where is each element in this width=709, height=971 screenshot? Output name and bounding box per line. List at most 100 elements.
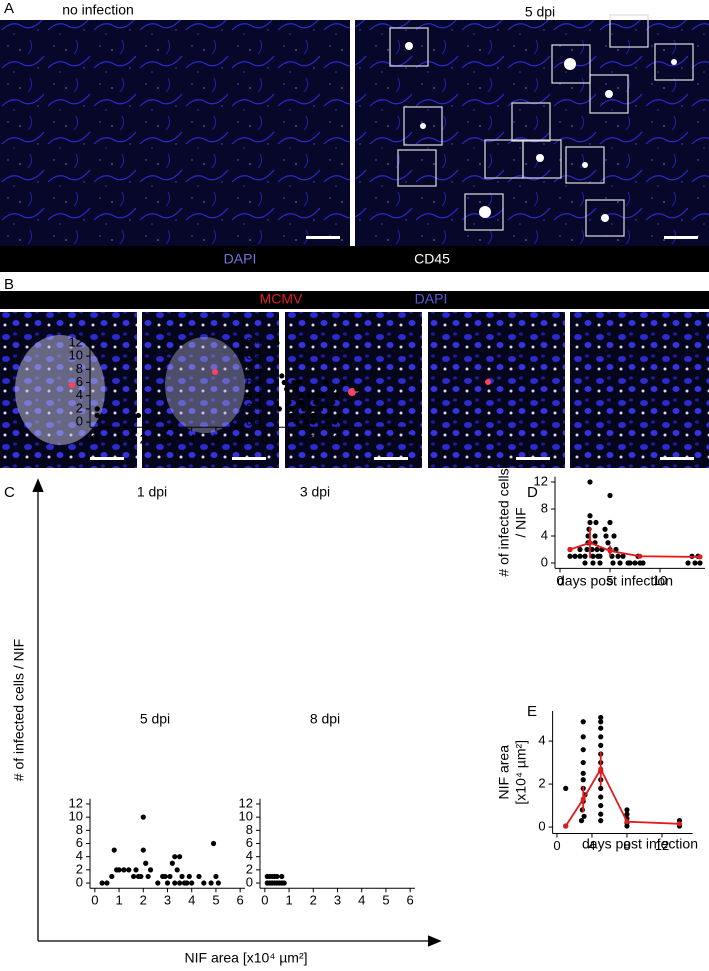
data-point (325, 412, 331, 419)
scale-bar (664, 236, 698, 239)
mean-point (676, 821, 682, 827)
y-tick-label: 0 (246, 874, 253, 889)
x-tick-label: 3 (334, 432, 341, 447)
x-tick-label: 8 (623, 838, 630, 853)
data-point (298, 399, 304, 405)
x-tick-label: 0 (91, 432, 98, 447)
data-point (310, 412, 316, 419)
data-point (598, 714, 604, 721)
mean-point (563, 823, 569, 829)
data-point (109, 873, 115, 880)
data-point (281, 880, 287, 886)
data-point (313, 399, 319, 405)
data-point (339, 379, 345, 386)
x-tick-label: 1 (285, 893, 292, 908)
y-tick-label: 0 (541, 554, 548, 569)
axis-label: # of infected cells (496, 468, 512, 576)
data-point (563, 785, 569, 791)
y-tick-label: 4 (246, 387, 253, 402)
data-point (685, 560, 691, 566)
y-tick-label: 6 (246, 374, 253, 389)
axis-label: / NIF (513, 507, 529, 537)
data-point (145, 873, 151, 880)
data-point (293, 419, 299, 425)
data-point (317, 406, 324, 412)
stain-label: DAPI (415, 291, 448, 307)
data-point (196, 873, 202, 880)
y-tick-label: 12 (239, 334, 253, 349)
stain-bar (0, 246, 709, 272)
data-point (291, 379, 297, 386)
data-point (184, 880, 190, 886)
data-point (276, 406, 282, 412)
data-point (598, 802, 604, 809)
data-point (116, 867, 122, 873)
data-point (580, 759, 586, 766)
data-point (334, 393, 341, 399)
data-point (598, 725, 604, 731)
data-point (177, 854, 183, 860)
x-tick-label: 1 (115, 893, 122, 908)
data-point (697, 560, 703, 566)
y-tick-label: 4 (246, 848, 253, 863)
data-point (201, 880, 207, 886)
data-point (582, 560, 588, 566)
data-point (300, 412, 307, 419)
x-tick-label: 4 (588, 838, 595, 853)
data-point (624, 807, 630, 813)
data-point (580, 734, 586, 740)
y-tick-label: 12 (239, 795, 253, 810)
data-point (580, 770, 586, 776)
chart-title: 5 dpi (140, 711, 170, 727)
data-point (337, 412, 343, 419)
axis-label: # of infected cells / NIF (11, 639, 27, 781)
chart-title: 8 dpi (310, 711, 340, 727)
data-point (279, 873, 285, 880)
data-point (620, 553, 626, 559)
x-tick-label: 4 (358, 432, 365, 447)
y-tick-label: 4 (76, 387, 83, 402)
data-point (587, 513, 593, 519)
data-point (138, 873, 144, 880)
x-tick-label: 5 (212, 432, 219, 447)
data-point (330, 399, 336, 405)
data-point (140, 847, 146, 853)
data-point (610, 560, 616, 566)
data-point (126, 867, 132, 873)
data-point (594, 546, 600, 553)
x-tick-label: 5 (382, 432, 389, 447)
y-tick-label: 2 (538, 776, 545, 791)
data-point (164, 880, 171, 886)
data-point (274, 873, 280, 880)
data-point (155, 880, 161, 886)
data-point (300, 406, 307, 412)
data-point (330, 386, 336, 392)
data-point (577, 546, 583, 553)
data-point (581, 813, 587, 819)
data-point (310, 419, 316, 425)
y-tick-label: 6 (76, 835, 83, 850)
mean-point (567, 547, 573, 552)
micrograph (0, 20, 350, 246)
data-point (172, 880, 178, 886)
scale-bar (306, 236, 340, 239)
y-tick-label: 10 (239, 809, 253, 824)
y-tick-label: 0 (538, 818, 545, 833)
x-tick-label: 4 (188, 432, 195, 447)
x-tick-label: 4 (188, 893, 195, 908)
data-point (624, 811, 630, 817)
image-title: 5 dpi (525, 4, 555, 20)
data-point (293, 386, 299, 392)
data-point (322, 379, 328, 386)
mean-point (624, 819, 630, 825)
stain-label: DAPI (224, 251, 257, 267)
data-point (208, 880, 214, 886)
data-point (288, 406, 295, 412)
y-tick-label: 12 (69, 795, 83, 810)
data-point (162, 873, 168, 880)
data-point (627, 560, 633, 566)
data-point (305, 393, 312, 399)
y-tick-label: 0 (76, 413, 83, 428)
y-tick-label: 10 (239, 348, 253, 363)
